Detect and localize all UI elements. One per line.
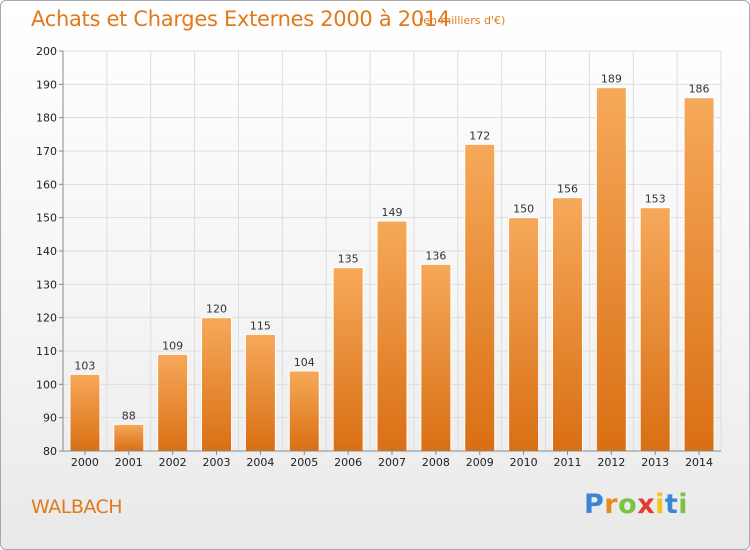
logo-letter: i xyxy=(678,489,689,520)
logo-letter: r xyxy=(604,489,619,520)
y-tick-label: 130 xyxy=(36,278,57,291)
data-label: 136 xyxy=(425,249,446,262)
logo-letter: t xyxy=(664,489,679,520)
y-tick-label: 170 xyxy=(36,145,57,158)
data-label: 172 xyxy=(469,129,490,142)
commune-name: WALBACH xyxy=(31,496,123,518)
data-label: 156 xyxy=(557,183,578,196)
y-tick-label: 90 xyxy=(43,412,57,425)
x-tick-label: 2014 xyxy=(685,456,713,469)
y-tick-label: 100 xyxy=(36,378,57,391)
x-tick-label: 2003 xyxy=(203,456,231,469)
x-tick-label: 2007 xyxy=(378,456,406,469)
data-label: 120 xyxy=(206,303,227,316)
logo-letter: i xyxy=(655,489,665,520)
x-tick-label: 2010 xyxy=(510,456,538,469)
bar xyxy=(595,87,627,452)
y-tick-label: 80 xyxy=(43,445,57,458)
data-label: 189 xyxy=(601,73,622,86)
logo-letter: P xyxy=(584,489,605,520)
bars xyxy=(69,87,715,452)
bar xyxy=(201,317,233,452)
x-tick-label: 2012 xyxy=(597,456,625,469)
bar xyxy=(551,197,583,452)
y-tick-label: 120 xyxy=(36,312,57,325)
chart-title: Achats et Charges Externes 2000 à 2014 xyxy=(31,7,451,31)
y-tick-label: 110 xyxy=(36,345,57,358)
bar xyxy=(332,267,364,452)
y-tick-label: 150 xyxy=(36,212,57,225)
bar xyxy=(157,353,189,452)
data-label: 149 xyxy=(382,206,403,219)
data-label: 150 xyxy=(513,203,534,216)
bar xyxy=(420,263,452,452)
bar xyxy=(288,370,320,452)
x-tick-label: 2013 xyxy=(641,456,669,469)
x-tick-label: 2002 xyxy=(159,456,187,469)
bar xyxy=(376,220,408,452)
data-label: 153 xyxy=(645,193,666,206)
x-tick-label: 2006 xyxy=(334,456,362,469)
data-label: 135 xyxy=(338,253,359,266)
y-tick-label: 190 xyxy=(36,78,57,91)
x-tick-label: 2005 xyxy=(290,456,318,469)
proxiti-logo: Proxiti xyxy=(584,489,688,520)
data-labels: 103 88 109 120 115 104 135 149 136 172 150 156 189 15… xyxy=(74,73,709,423)
data-label: 88 xyxy=(122,409,136,422)
logo-letter: o xyxy=(618,489,638,520)
bar xyxy=(683,97,715,452)
x-tick-label: 2004 xyxy=(246,456,274,469)
x-tick-label: 2011 xyxy=(553,456,581,469)
data-label: 104 xyxy=(294,356,315,369)
data-label: 115 xyxy=(250,319,271,332)
y-tick-label: 180 xyxy=(36,112,57,125)
bar xyxy=(508,217,540,452)
y-tick-label: 140 xyxy=(36,245,57,258)
data-label: 109 xyxy=(162,339,183,352)
bar xyxy=(464,143,496,452)
bar xyxy=(244,333,276,452)
x-tick-label: 2000 xyxy=(71,456,99,469)
bar xyxy=(639,207,671,452)
logo-letter: x xyxy=(637,489,656,520)
x-tick-label: 2001 xyxy=(115,456,143,469)
bar xyxy=(113,423,145,452)
y-tick-label: 160 xyxy=(36,178,57,191)
chart-unit-label: (en milliers d'€) xyxy=(419,14,506,27)
y-tick-label: 200 xyxy=(36,45,57,58)
data-label: 186 xyxy=(689,83,710,96)
x-tick-label: 2009 xyxy=(466,456,494,469)
x-tick-label: 2008 xyxy=(422,456,450,469)
bar xyxy=(69,373,101,452)
data-label: 103 xyxy=(74,359,95,372)
axes: 80 90 100 110 120 130 140 150 160 170 180 190 200 200… xyxy=(36,45,721,469)
